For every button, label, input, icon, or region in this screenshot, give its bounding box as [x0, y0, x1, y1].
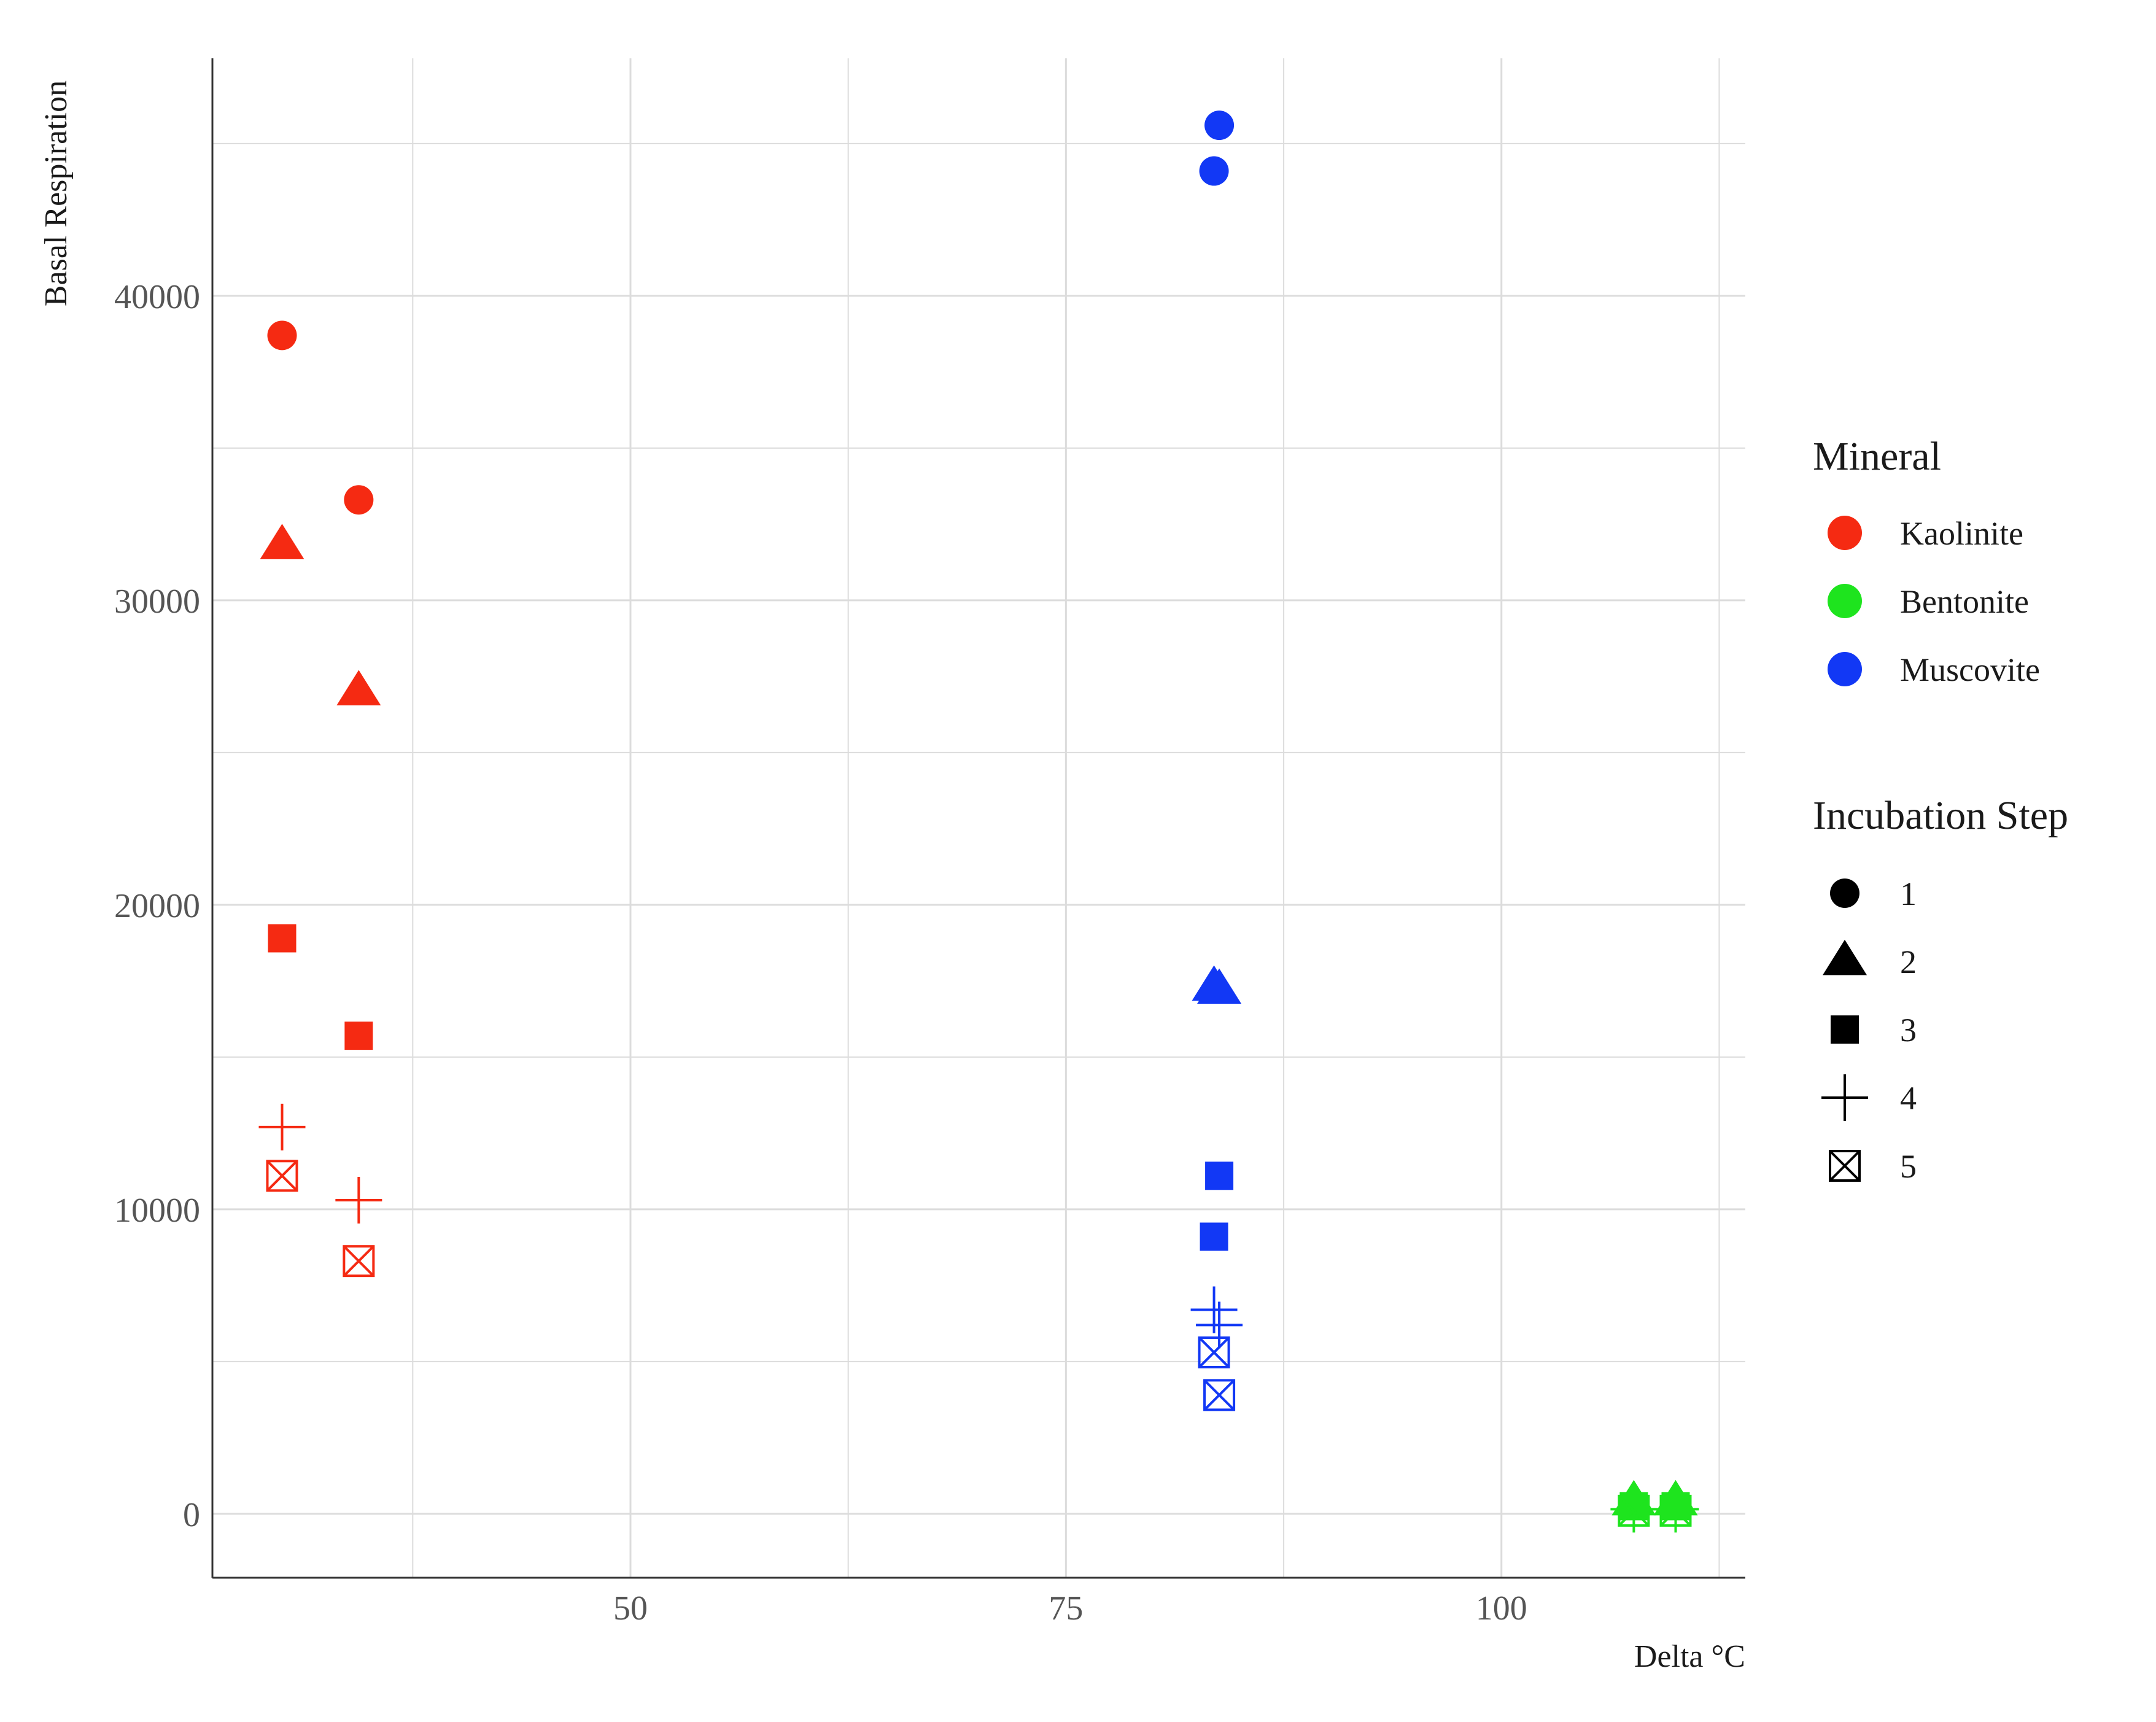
data-point-muscovite-step-1 [1204, 111, 1235, 141]
legend: Mineral Kaolinite Bentonite Muscovite Incu… [1813, 434, 2068, 1185]
y-tick-labels: 0 10000 20000 30000 40000 [114, 278, 200, 1534]
legend-title-incubation-step: Incubation Step [1813, 793, 2068, 838]
major-gridlines [212, 58, 1745, 1578]
legend-shape-plus-icon [1821, 1074, 1868, 1121]
data-point-muscovite-step-1 [1199, 156, 1229, 186]
data-point-muscovite-step-5 [1198, 1336, 1230, 1368]
data-point-kaolinite-step-4 [258, 1103, 306, 1150]
y-tick-label: 30000 [114, 583, 200, 621]
x-axis-title: Delta °C [1634, 1639, 1745, 1674]
y-tick-label: 40000 [114, 278, 200, 316]
x-tick-labels: 50 75 100 [613, 1589, 1527, 1627]
legend-label-step-5: 5 [1900, 1148, 1917, 1185]
legend-label-kaolinite: Kaolinite [1900, 515, 2023, 552]
y-tick-label: 10000 [114, 1192, 200, 1230]
x-tick-label: 100 [1476, 1589, 1527, 1627]
data-point-kaolinite-step-1 [267, 320, 297, 351]
data-point-kaolinite-step-4 [335, 1176, 382, 1224]
legend-title-mineral: Mineral [1813, 434, 1941, 479]
y-axis-title: Basal Respiration [39, 80, 74, 306]
legend-step-items: 1 2 3 4 5 [1821, 875, 1917, 1185]
data-point-kaolinite-step-5 [343, 1245, 375, 1278]
data-point-bentonite-step-5 [1618, 1494, 1650, 1527]
data-point-kaolinite-step-2 [260, 524, 304, 559]
legend-shape-triangle-icon [1823, 939, 1867, 975]
data-point-kaolinite-step-3 [344, 1022, 373, 1050]
data-point-bentonite-step-5 [1659, 1494, 1692, 1527]
legend-shape-square-cross-icon [1829, 1150, 1861, 1182]
legend-shape-circle-icon [1830, 878, 1859, 908]
legend-label-muscovite: Muscovite [1900, 651, 2040, 688]
legend-shape-square-icon [1831, 1015, 1859, 1044]
data-point-muscovite-step-3 [1205, 1162, 1234, 1190]
data-point-kaolinite-step-2 [336, 670, 381, 705]
data-point-kaolinite-step-3 [268, 924, 297, 953]
legend-swatch-kaolinite [1828, 516, 1862, 550]
data-point-kaolinite-step-5 [266, 1160, 298, 1192]
minor-gridlines [212, 58, 1745, 1578]
data-point-muscovite-step-3 [1200, 1222, 1228, 1251]
data-point-muscovite-step-5 [1203, 1379, 1236, 1411]
data-point-muscovite-step-4 [1196, 1301, 1243, 1349]
legend-label-bentonite: Bentonite [1900, 583, 2029, 620]
legend-label-step-3: 3 [1900, 1012, 1917, 1049]
legend-label-step-1: 1 [1900, 875, 1917, 912]
data-point-muscovite-step-2 [1197, 968, 1242, 1004]
legend-mineral-items: Kaolinite Bentonite Muscovite [1828, 515, 2040, 688]
y-tick-label: 20000 [114, 887, 200, 925]
legend-label-step-4: 4 [1900, 1080, 1917, 1117]
legend-swatch-bentonite [1828, 584, 1862, 618]
legend-label-step-2: 2 [1900, 944, 1917, 980]
legend-swatch-muscovite [1828, 652, 1862, 686]
y-tick-label: 0 [183, 1496, 200, 1534]
x-tick-label: 75 [1049, 1589, 1083, 1627]
x-tick-label: 50 [613, 1589, 648, 1627]
data-points [258, 111, 1699, 1533]
axes [211, 58, 1745, 1579]
data-point-kaolinite-step-1 [344, 485, 374, 515]
